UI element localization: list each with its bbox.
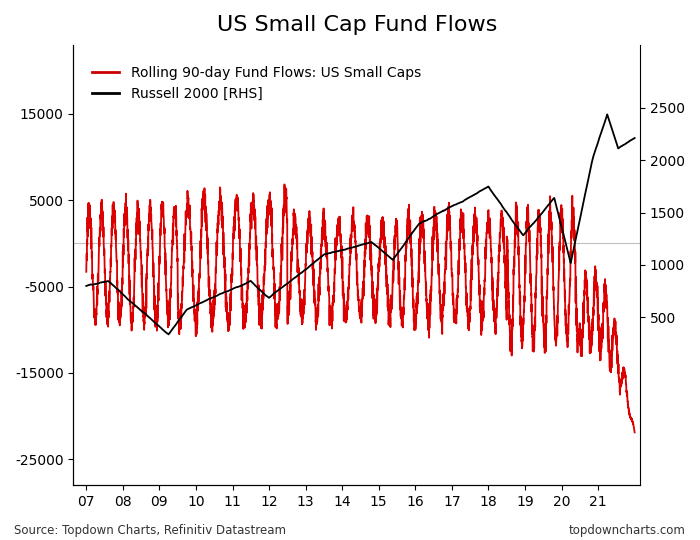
Text: topdowncharts.com: topdowncharts.com	[569, 524, 686, 537]
Text: Source: Topdown Charts, Refinitiv Datastream: Source: Topdown Charts, Refinitiv Datast…	[14, 524, 286, 537]
Title: US Small Cap Fund Flows: US Small Cap Fund Flows	[216, 15, 497, 35]
Legend: Rolling 90-day Fund Flows: US Small Caps, Russell 2000 [RHS]: Rolling 90-day Fund Flows: US Small Caps…	[86, 60, 426, 107]
